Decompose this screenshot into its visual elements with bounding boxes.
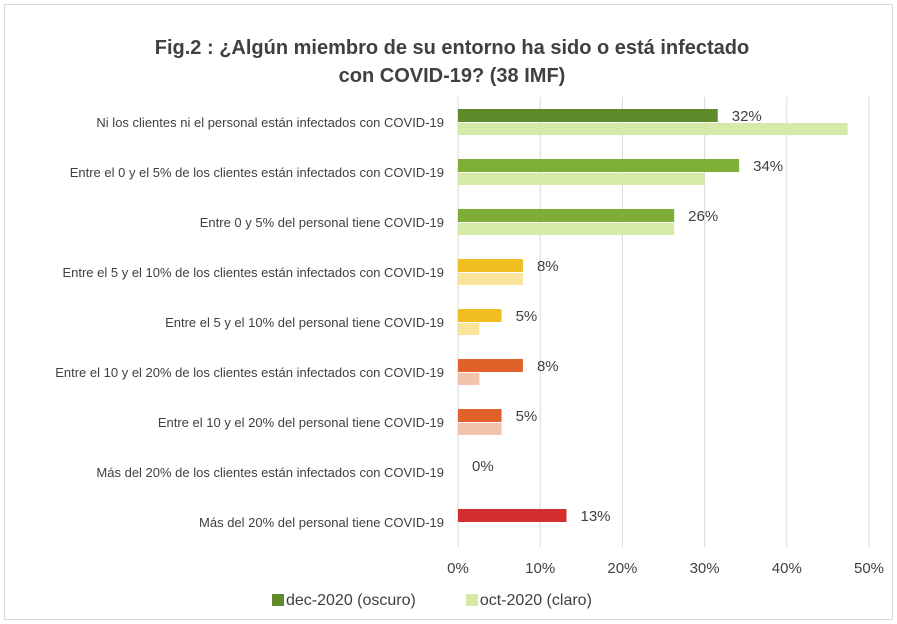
bar (458, 209, 675, 222)
legend-swatch (465, 594, 478, 606)
data-label: 5% (516, 408, 538, 425)
data-label: 0% (472, 458, 494, 475)
bar (458, 423, 502, 435)
data-label: 5% (516, 308, 538, 325)
x-tick-label: 0% (447, 560, 469, 577)
x-tick-label: 50% (854, 560, 884, 577)
data-label: 8% (537, 358, 559, 375)
category-label: Entre el 5 y el 10% del personal tiene C… (165, 314, 444, 330)
legend-swatch (272, 594, 284, 606)
bar (458, 159, 740, 172)
bar (458, 359, 523, 372)
bar (458, 373, 480, 385)
bar (458, 223, 675, 235)
category-label: Entre el 5 y el 10% de los clientes está… (62, 264, 444, 280)
x-tick-label: 20% (607, 560, 637, 577)
legend-label: oct-2020 (claro) (480, 592, 592, 609)
x-tick-label: 10% (525, 560, 555, 577)
data-label: 13% (581, 508, 611, 525)
chart-title: Fig.2 : ¿Algún miembro de su entorno ha … (154, 37, 750, 87)
category-label: Ni los clientes ni el personal están inf… (96, 114, 444, 130)
legend-label: dec-2020 (oscuro) (286, 592, 416, 609)
chart-border (4, 4, 893, 620)
bar (458, 123, 848, 135)
category-label: Entre el 10 y el 20% de los clientes est… (55, 364, 444, 380)
x-tick-label: 30% (690, 560, 720, 577)
data-label: 34% (753, 158, 783, 175)
category-label: Entre el 0 y el 5% de los clientes están… (69, 164, 444, 180)
category-label: Entre el 10 y el 20% del personal tiene … (157, 414, 444, 430)
bar (458, 409, 502, 422)
bar (458, 509, 567, 522)
category-label: Más del 20% del personal tiene COVID-19 (199, 514, 444, 530)
category-label: Más del 20% de los clientes están infect… (96, 464, 444, 480)
category-label: Entre 0 y 5% del personal tiene COVID-19 (199, 214, 444, 230)
bar (458, 109, 718, 122)
bar (458, 273, 523, 285)
data-label: 32% (732, 108, 762, 125)
data-label: 8% (537, 258, 559, 275)
bar (458, 309, 502, 322)
bar (458, 259, 523, 272)
x-tick-label: 40% (772, 560, 802, 577)
bar (458, 173, 705, 185)
bar (458, 323, 480, 335)
data-label: 26% (688, 208, 718, 225)
